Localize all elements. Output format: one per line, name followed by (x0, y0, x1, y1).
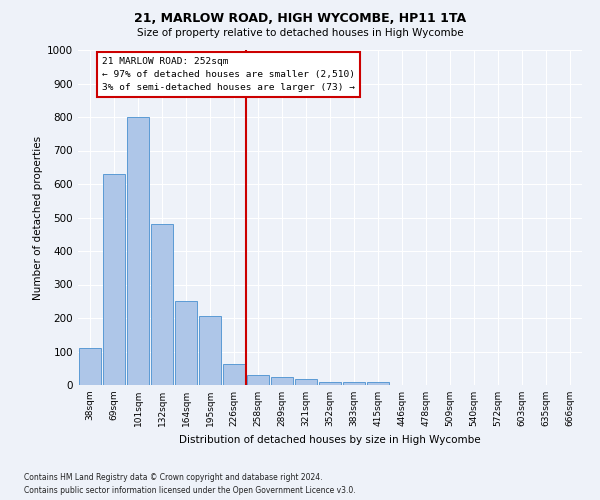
Y-axis label: Number of detached properties: Number of detached properties (33, 136, 43, 300)
Bar (175, 301, 197, 385)
Bar (151, 224, 173, 385)
Bar (295, 380, 317, 385)
Bar (367, 382, 389, 385)
Bar (247, 375, 269, 385)
Bar (271, 378, 293, 385)
Text: 21, MARLOW ROAD, HIGH WYCOMBE, HP11 1TA: 21, MARLOW ROAD, HIGH WYCOMBE, HP11 1TA (134, 12, 466, 26)
Text: Size of property relative to detached houses in High Wycombe: Size of property relative to detached ho… (137, 28, 463, 38)
Bar (199, 316, 221, 385)
Bar (223, 364, 245, 385)
Bar (79, 348, 101, 385)
X-axis label: Distribution of detached houses by size in High Wycombe: Distribution of detached houses by size … (179, 434, 481, 444)
Bar (103, 174, 125, 385)
Text: Contains HM Land Registry data © Crown copyright and database right 2024.: Contains HM Land Registry data © Crown c… (24, 472, 323, 482)
Bar (343, 382, 365, 385)
Text: Contains public sector information licensed under the Open Government Licence v3: Contains public sector information licen… (24, 486, 356, 495)
Bar (127, 117, 149, 385)
Bar (319, 382, 341, 385)
Text: 21 MARLOW ROAD: 252sqm
← 97% of detached houses are smaller (2,510)
3% of semi-d: 21 MARLOW ROAD: 252sqm ← 97% of detached… (102, 56, 355, 92)
